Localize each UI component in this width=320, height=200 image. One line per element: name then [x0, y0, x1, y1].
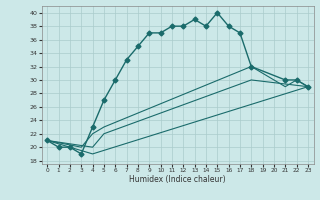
- X-axis label: Humidex (Indice chaleur): Humidex (Indice chaleur): [129, 175, 226, 184]
